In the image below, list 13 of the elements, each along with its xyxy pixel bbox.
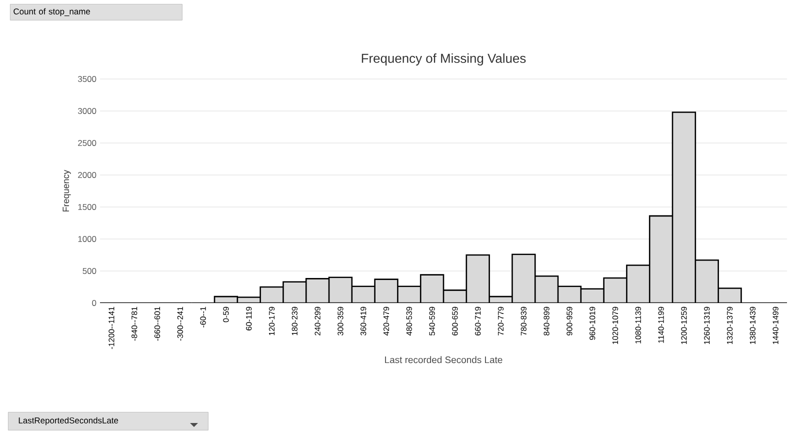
y-axis-title: Frequency bbox=[62, 170, 71, 212]
text: Count of stop_name bbox=[14, 8, 90, 16]
y-tick-label: 500 bbox=[82, 268, 96, 274]
chart-title: Frequency of Missing Values bbox=[362, 53, 526, 66]
y-tick-label: 0 bbox=[92, 300, 96, 306]
y-tick-label: 1500 bbox=[78, 204, 96, 210]
y-tick-label: 3500 bbox=[78, 76, 96, 82]
y-tick-label: 1000 bbox=[78, 236, 96, 242]
y-tick-label: 3000 bbox=[78, 108, 96, 114]
x-axis-title: Last recorded Seconds Late bbox=[385, 356, 502, 364]
y-tick-label: 2500 bbox=[78, 140, 96, 146]
text: LastReportedSecondsLate bbox=[18, 417, 118, 426]
y-tick-label: 2000 bbox=[78, 172, 96, 178]
